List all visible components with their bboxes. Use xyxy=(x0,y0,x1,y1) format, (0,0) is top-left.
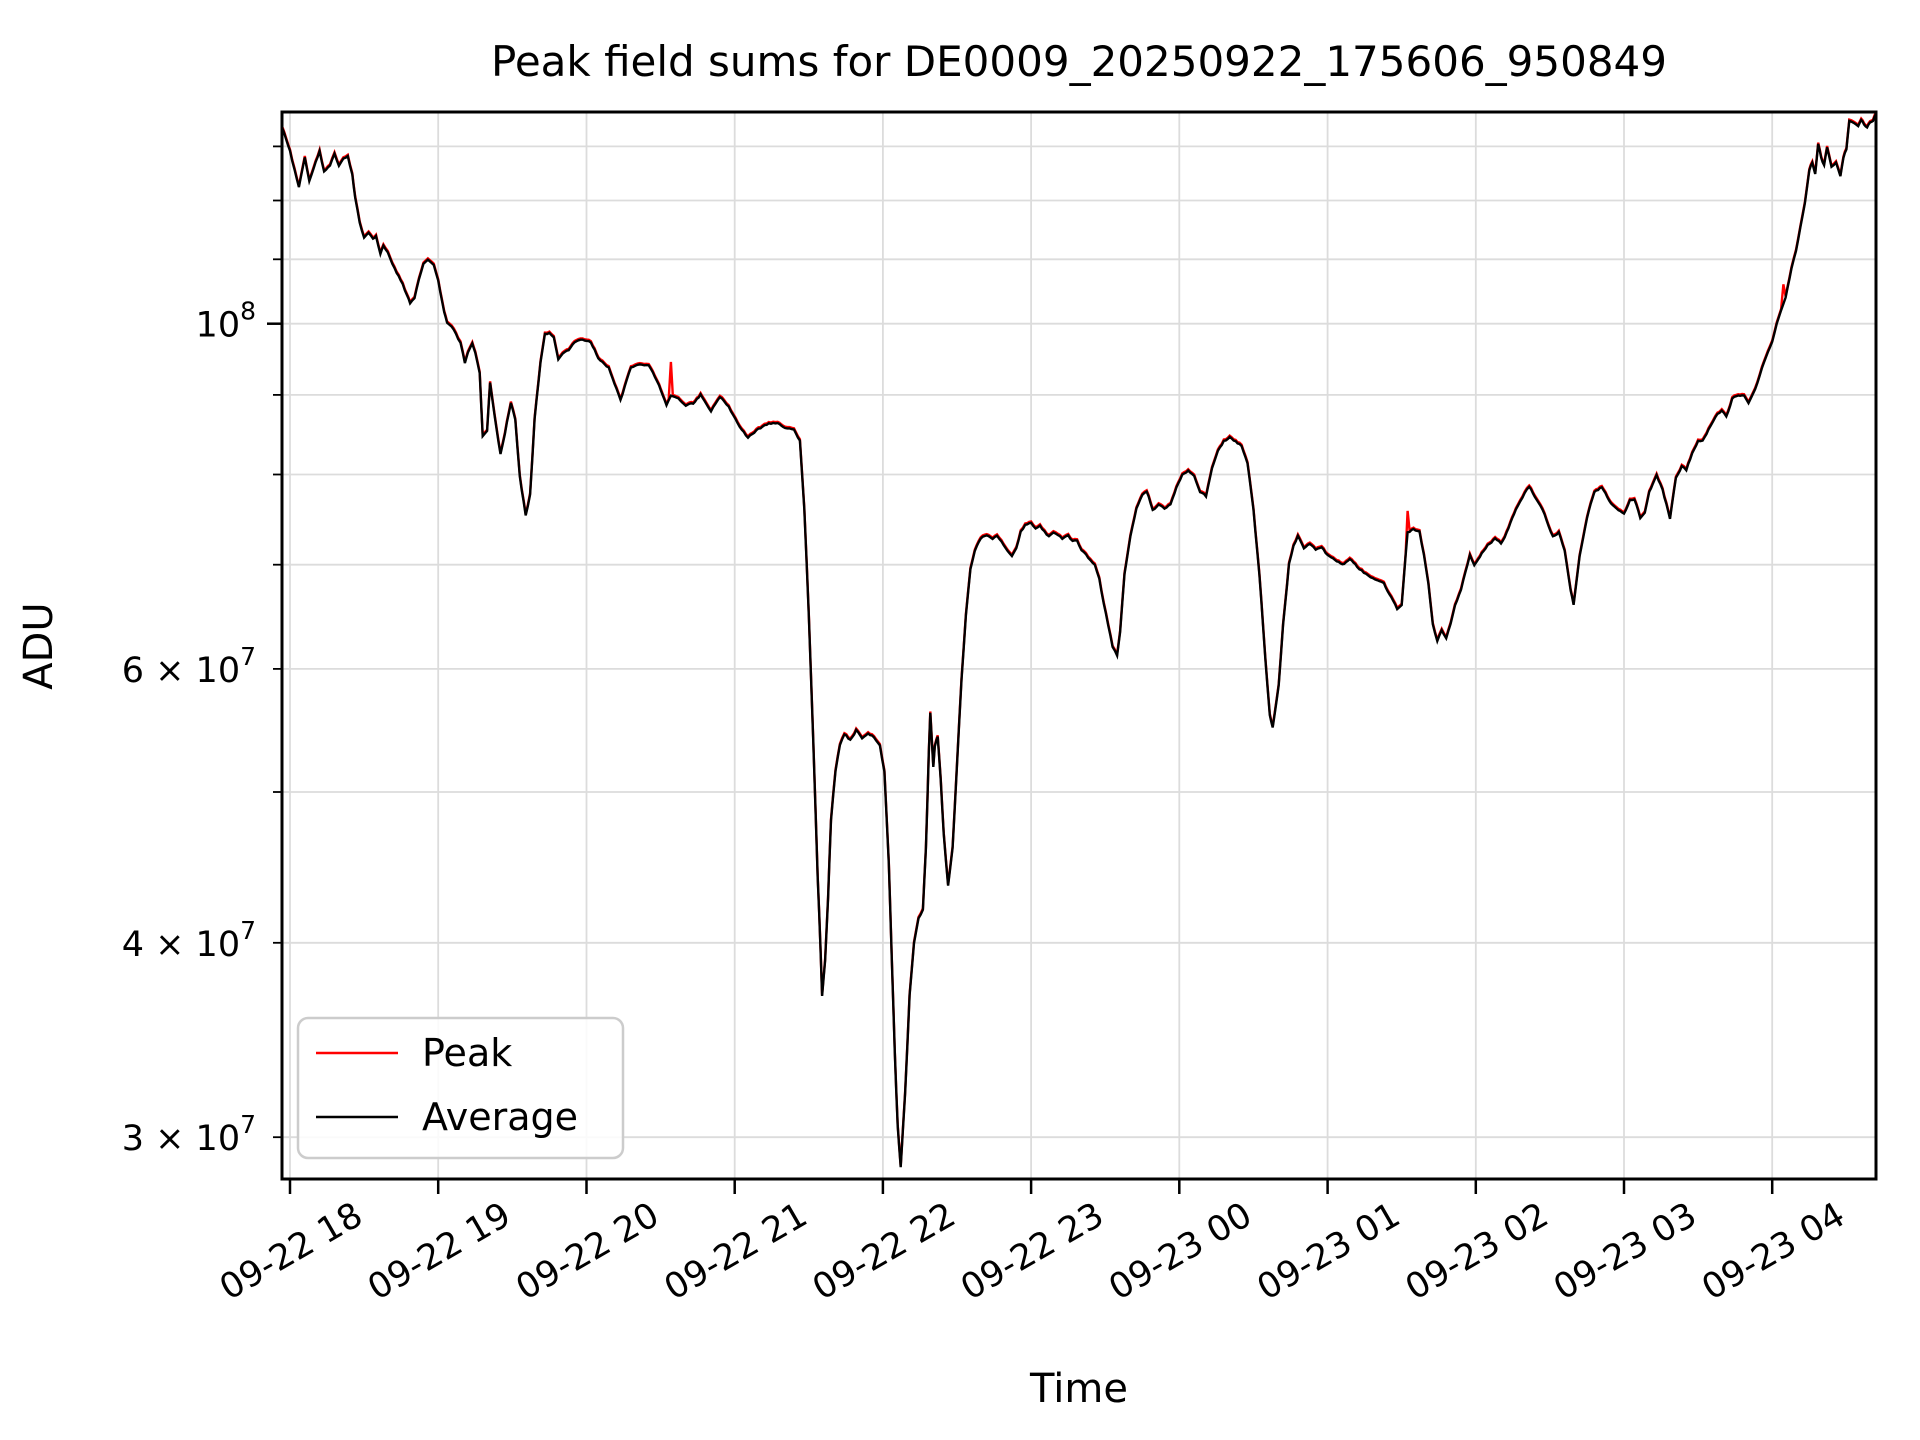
x-tick-label: 09-22 20 xyxy=(510,1195,666,1308)
peak-line xyxy=(281,111,1877,1166)
x-tick-label: 09-23 00 xyxy=(1103,1195,1259,1308)
x-tick-label: 09-23 03 xyxy=(1547,1195,1703,1308)
axes-spines xyxy=(280,110,1878,1181)
y-axis-label: ADU xyxy=(16,602,62,689)
x-tick-label: 09-22 23 xyxy=(954,1195,1110,1308)
x-tick-label: 09-23 02 xyxy=(1399,1195,1555,1308)
legend-label-peak: Peak xyxy=(422,1031,512,1075)
y-tick-label: 6 × 107 xyxy=(122,642,256,691)
y-tick-label: 4 × 107 xyxy=(122,916,256,965)
series-layer xyxy=(281,111,1877,1168)
legend: Peak Average xyxy=(296,1016,625,1160)
y-tick-label: 3 × 107 xyxy=(122,1110,256,1159)
chart-title: Peak field sums for DE0009_20250922_1756… xyxy=(491,37,1667,86)
legend-label-average: Average xyxy=(422,1095,578,1139)
x-tick-label: 09-23 04 xyxy=(1695,1195,1851,1308)
x-axis-label: Time xyxy=(1029,1366,1128,1412)
x-tick-label: 09-22 21 xyxy=(658,1195,814,1308)
x-tick-label: 09-22 22 xyxy=(806,1195,962,1308)
axis-ticks xyxy=(267,145,1774,1194)
x-tick-label: 09-22 19 xyxy=(361,1195,517,1308)
x-tick-label: 09-23 01 xyxy=(1251,1195,1407,1308)
x-tick-label: 09-22 18 xyxy=(213,1195,369,1308)
y-tick-label: 108 xyxy=(196,297,256,346)
average-line xyxy=(281,113,1877,1168)
